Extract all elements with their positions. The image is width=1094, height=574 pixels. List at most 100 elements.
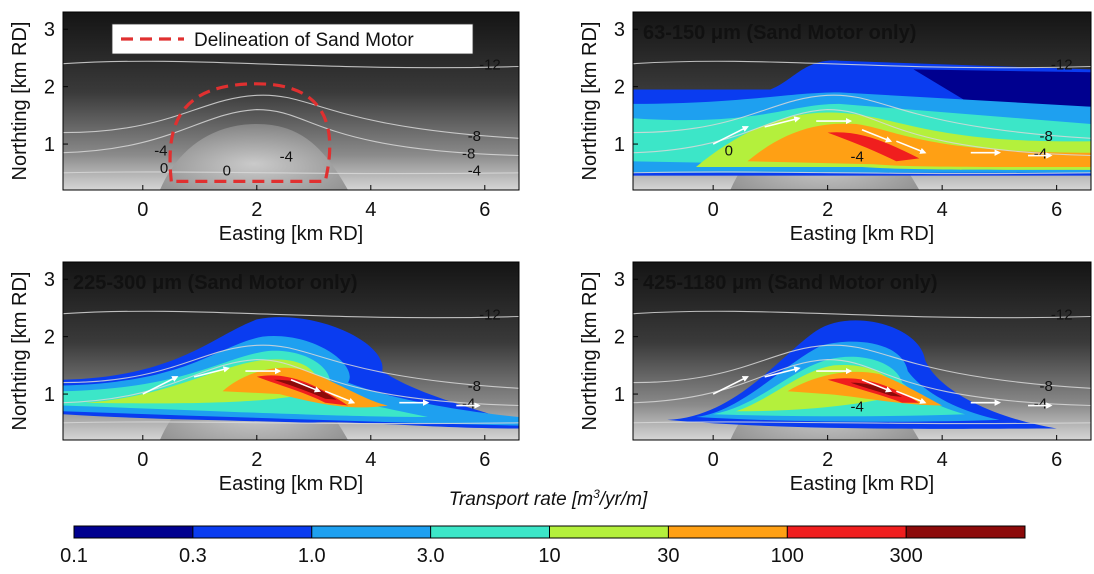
contour-label: -8 <box>468 378 481 395</box>
depth-contour <box>633 310 1091 319</box>
contour-label: -4 <box>851 148 864 165</box>
contour-label: -8 <box>468 128 481 145</box>
depth-contour <box>633 171 1091 175</box>
y-tick-label: 1 <box>614 134 625 156</box>
y-tick-label: 1 <box>614 384 625 406</box>
x-tick-label: 6 <box>479 449 490 471</box>
contour-label: -12 <box>479 56 501 73</box>
y-tick-label: 2 <box>44 327 55 349</box>
contour-label: -4 <box>468 163 481 180</box>
x-tick-label: 2 <box>251 199 262 221</box>
contour-label: 0 <box>160 160 168 177</box>
depth-contour <box>63 310 519 319</box>
transport-band <box>913 69 1091 107</box>
colorbar: 0.1 0.3 1.0 3.0 10 30 100 300 Transport rate [m3… <box>60 487 1026 567</box>
transport-band <box>273 379 337 400</box>
x-tick-label: 2 <box>822 449 833 471</box>
x-tick-label: 2 <box>822 199 833 221</box>
depth-contour <box>63 171 519 175</box>
contour-label: -4 <box>462 395 475 412</box>
depth-contour <box>633 60 1091 69</box>
transport-arrow <box>193 366 230 378</box>
contour-label: 0 <box>725 143 733 160</box>
y-axis-label: Northting [km RD] <box>9 22 31 181</box>
transport-arrow <box>861 378 893 393</box>
y-tick-label: 2 <box>44 77 55 99</box>
colorbar-tick-label: 0.1 <box>60 545 88 567</box>
panel-title: 425-1180 μm (Sand Motor only) <box>643 272 938 294</box>
colorbar-segment <box>74 526 193 538</box>
colorbar-segment <box>787 526 907 538</box>
depth-contour <box>63 60 519 69</box>
x-tick-label: 4 <box>937 199 948 221</box>
transport-arrow <box>712 376 749 395</box>
transport-band <box>850 382 903 397</box>
transport-arrow <box>896 140 927 154</box>
transport-band <box>827 132 920 162</box>
x-tick-label: 4 <box>365 449 376 471</box>
colorbar-tick-label: 10 <box>538 545 560 567</box>
y-tick-label: 3 <box>44 269 55 291</box>
panel-3: -12 -8-4 225-300 μm (Sand Motor only) 0 2 4 6 1… <box>9 261 520 495</box>
colorbar-tick-label: 1.0 <box>298 545 326 567</box>
depth-contour <box>63 94 519 139</box>
x-tick-label: 0 <box>708 199 719 221</box>
contour-label: -12 <box>479 306 501 323</box>
x-tick-label: 0 <box>708 449 719 471</box>
x-tick-label: 6 <box>1051 449 1062 471</box>
y-axis-label: Northting [km RD] <box>579 272 601 431</box>
contour-label: -4 <box>851 398 864 415</box>
axes-frame <box>632 261 1092 441</box>
x-tick-label: 0 <box>137 199 148 221</box>
contour-label: -4 <box>1034 145 1047 162</box>
axes-frame <box>62 11 520 191</box>
y-tick-label: 1 <box>44 134 55 156</box>
x-tick-label: 6 <box>1051 199 1062 221</box>
colorbar-tick-label: 300 <box>889 545 922 567</box>
x-axis-label: Easting [km RD] <box>219 223 363 245</box>
x-axis-label: Easting [km RD] <box>790 473 934 495</box>
x-tick-label: 0 <box>137 449 148 471</box>
contour-label: -4 <box>1034 395 1047 412</box>
transport-arrow <box>861 128 893 143</box>
axes-frame <box>632 11 1092 191</box>
contour-label: -8 <box>462 145 475 162</box>
depth-contour <box>63 109 519 157</box>
colorbar-label: Transport rate [m3/yr/m] <box>449 487 648 510</box>
x-tick-label: 4 <box>937 449 948 471</box>
colorbar-segment <box>430 526 550 538</box>
colorbar-segment <box>668 526 788 538</box>
panel-title: 63-150 μm (Sand Motor only) <box>643 22 916 44</box>
y-tick-label: 1 <box>44 384 55 406</box>
contour-label: -12 <box>1051 56 1073 73</box>
contour-label: -12 <box>1051 306 1073 323</box>
colorbar-tick-label: 100 <box>771 545 804 567</box>
depth-contour <box>63 421 519 425</box>
y-tick-label: 3 <box>614 269 625 291</box>
contour-label: -8 <box>1039 128 1052 145</box>
y-tick-label: 3 <box>44 19 55 41</box>
colorbar-tick-label: 3.0 <box>417 545 445 567</box>
x-tick-label: 6 <box>479 199 490 221</box>
depth-contour <box>63 344 519 389</box>
y-axis-label: Northting [km RD] <box>9 272 31 431</box>
colorbar-segment <box>192 526 312 538</box>
y-tick-label: 2 <box>614 327 625 349</box>
transport-arrow <box>290 378 321 393</box>
transport-arrow <box>712 126 749 145</box>
transport-arrow <box>764 366 801 378</box>
transport-arrow <box>142 376 179 395</box>
contour-label: -4 <box>154 143 167 160</box>
colorbar-tick-label: 30 <box>657 545 679 567</box>
legend-label: Delineation of Sand Motor <box>194 30 414 51</box>
contour-label: -4 <box>280 148 293 165</box>
colorbar-segment <box>549 526 669 538</box>
x-axis-label: Easting [km RD] <box>790 223 934 245</box>
